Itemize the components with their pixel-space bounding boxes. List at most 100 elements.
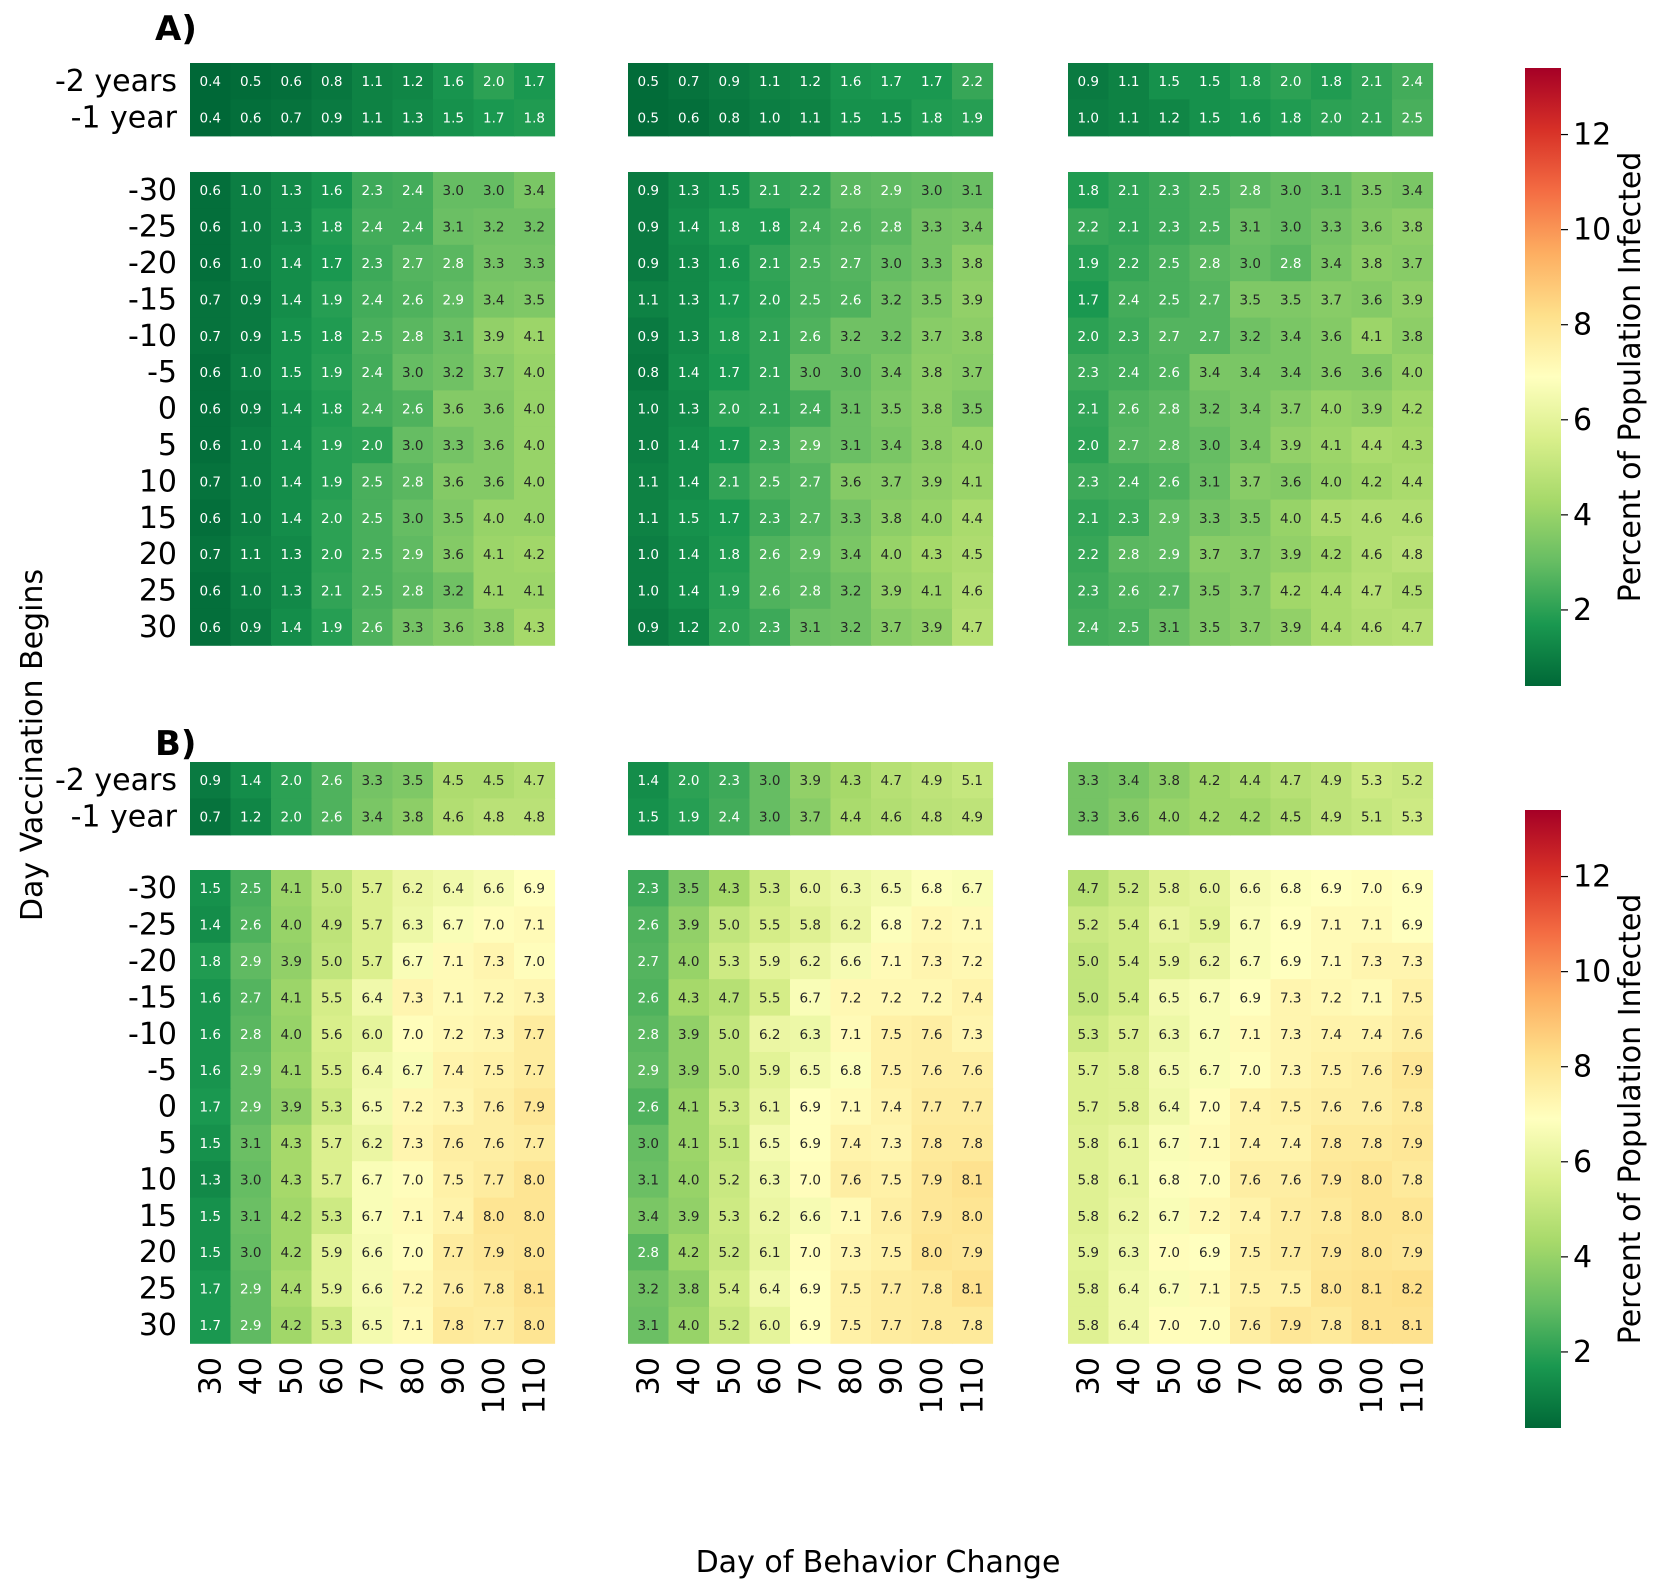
cell-value-label: 3.4: [362, 810, 383, 826]
cell-value-label: 5.8: [1078, 1209, 1099, 1225]
cell-value-label: 6.2: [1199, 954, 1220, 970]
cell-value-label: 0.6: [678, 111, 699, 127]
cell-value-label: 3.5: [1199, 584, 1220, 600]
heatmap-cell: [1230, 354, 1272, 391]
heatmap-cell: [392, 63, 434, 100]
cell-value-label: 4.4: [1240, 773, 1261, 789]
cell-value-label: 0.6: [200, 438, 221, 454]
cell-value-label: 1.8: [719, 547, 740, 563]
cell-value-label: 5.0: [321, 954, 342, 970]
heatmap-cell: [473, 1124, 515, 1162]
cell-value-label: 4.4: [1321, 620, 1342, 636]
heatmap-cell: [1149, 1015, 1191, 1053]
cell-value-label: 0.4: [200, 74, 221, 90]
cell-value-label: 3.0: [881, 256, 902, 272]
heatmap-cell: [311, 317, 353, 355]
cell-value-label: 7.6: [1280, 1172, 1301, 1188]
cell-value-label: 7.3: [1361, 954, 1382, 970]
heatmap-cell: [1311, 536, 1353, 573]
cell-value-label: 7.3: [840, 1245, 861, 1261]
x-tick-label: 110: [1395, 1357, 1430, 1414]
cell-value-label: 7.4: [1280, 1136, 1301, 1152]
cell-value-label: 3.1: [1321, 183, 1342, 199]
heatmap-cell: [514, 906, 556, 944]
heatmap-cell: [433, 870, 475, 907]
cell-value-label: 3.9: [483, 329, 504, 345]
x-tick-label: 50: [712, 1357, 747, 1395]
cell-value-label: 6.1: [1118, 1136, 1139, 1152]
cell-value-label: 7.9: [1321, 1245, 1342, 1261]
heatmap-cell: [1392, 1088, 1434, 1126]
cell-value-label: 8.2: [1402, 1282, 1423, 1298]
cell-value-label: 6.2: [800, 954, 821, 970]
heatmap-cell: [1270, 906, 1312, 944]
cell-value-label: 4.3: [678, 990, 699, 1006]
heatmap-cell: [871, 1197, 913, 1235]
cell-value-label: 6.9: [800, 1100, 821, 1116]
heatmap-cell: [1108, 572, 1150, 610]
cell-value-label: 7.1: [840, 1209, 861, 1225]
colorbar-tick-label: 2: [1573, 593, 1592, 628]
cell-value-label: 5.1: [1361, 810, 1382, 826]
heatmap-cell: [1149, 354, 1191, 391]
cell-value-label: 1.9: [321, 620, 342, 636]
heatmap-cell: [311, 1015, 353, 1053]
cell-value-label: 1.0: [638, 402, 659, 418]
y-tick-label: 25: [139, 574, 177, 609]
cell-value-label: 7.8: [1402, 1100, 1423, 1116]
heatmap-cell: [1068, 99, 1110, 137]
heatmap-cell: [1392, 979, 1434, 1017]
heatmap-cell: [514, 317, 556, 355]
heatmap-cell: [433, 1161, 475, 1199]
heatmap-cell: [392, 536, 434, 573]
cell-value-label: 4.4: [1402, 474, 1423, 490]
cell-value-label: 3.3: [402, 620, 423, 636]
cell-value-label: 2.1: [759, 256, 780, 272]
heatmap-cell: [1149, 762, 1191, 799]
colorbar-tick-label: 4: [1573, 498, 1592, 533]
cell-value-label: 2.9: [240, 1100, 261, 1116]
cell-value-label: 7.5: [881, 1172, 902, 1188]
cell-value-label: 1.8: [321, 329, 342, 345]
heatmap-cell: [473, 99, 515, 137]
heatmap-cell: [271, 906, 313, 944]
cell-value-label: 0.6: [200, 511, 221, 527]
heatmap-cell: [473, 281, 515, 319]
cell-value-label: 5.8: [1159, 881, 1180, 897]
heatmap-cell: [311, 870, 353, 907]
cell-value-label: 6.8: [840, 1063, 861, 1079]
y-tick-label: 0: [158, 1090, 177, 1125]
heatmap-cell: [1351, 1270, 1393, 1308]
cell-value-label: 1.5: [881, 111, 902, 127]
cell-value-label: 6.4: [1118, 1318, 1139, 1334]
heatmap-cell: [311, 354, 353, 391]
heatmap-cell: [1392, 244, 1434, 282]
cell-value-label: 7.3: [402, 1136, 423, 1152]
cell-value-label: 7.0: [1159, 1318, 1180, 1334]
cell-value-label: 7.0: [1199, 1100, 1220, 1116]
cell-value-label: 3.5: [443, 511, 464, 527]
cell-value-label: 7.4: [1240, 1100, 1261, 1116]
cell-value-label: 5.6: [321, 1027, 342, 1043]
cell-value-label: 4.8: [524, 810, 545, 826]
heatmap-cell: [790, 172, 832, 209]
cell-value-label: 3.7: [1240, 547, 1261, 563]
heatmap-cell: [1189, 1234, 1231, 1271]
heatmap-cell: [230, 1306, 272, 1344]
cell-value-label: 2.7: [638, 954, 659, 970]
heatmap-cell: [271, 798, 313, 836]
heatmap-cell: [1189, 1052, 1231, 1089]
heatmap-cell: [1230, 99, 1272, 137]
cell-value-label: 2.0: [1078, 329, 1099, 345]
cell-value-label: 1.0: [638, 438, 659, 454]
heatmap-cell: [1351, 1197, 1393, 1235]
heatmap-cell: [1351, 499, 1393, 537]
cell-value-label: 7.6: [1321, 1100, 1342, 1116]
colorbar-tick-label: 8: [1573, 308, 1592, 343]
heatmap-cell: [1230, 317, 1272, 355]
cell-value-label: 7.0: [1199, 1172, 1220, 1188]
heatmap-cell: [668, 1270, 710, 1308]
cell-value-label: 6.5: [362, 1318, 383, 1334]
heatmap-cell: [230, 798, 272, 836]
